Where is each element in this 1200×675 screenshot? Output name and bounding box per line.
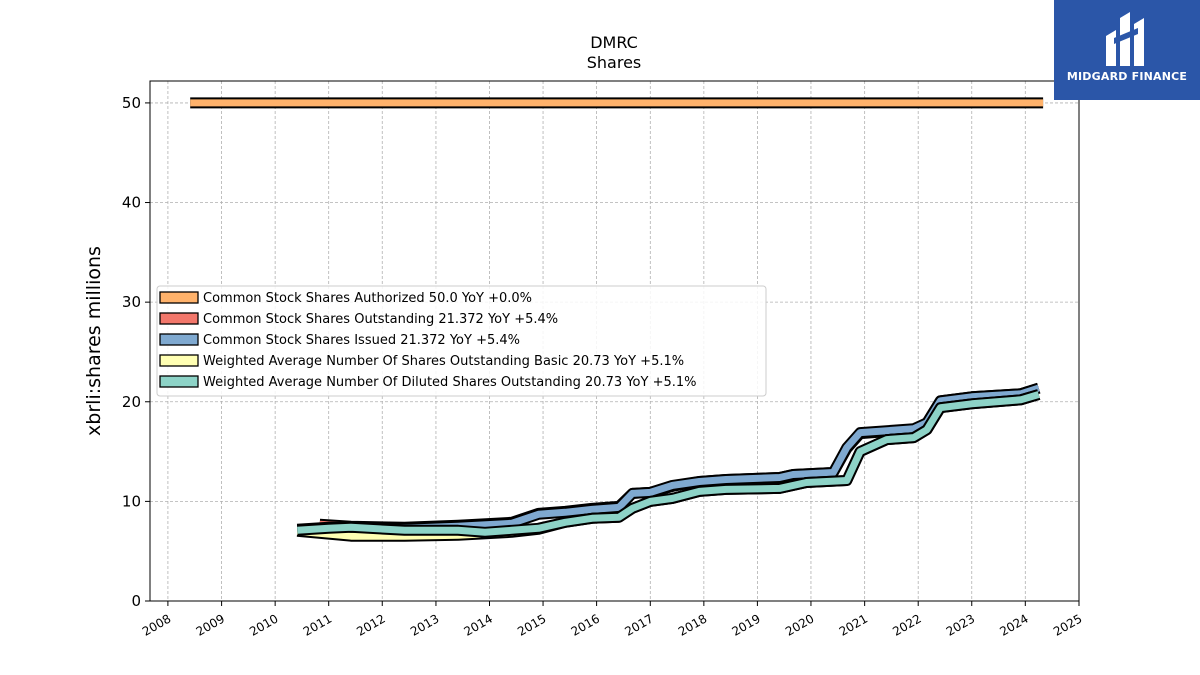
x-tick-label: 2025 xyxy=(1051,611,1084,638)
x-tick-label: 2022 xyxy=(890,611,923,638)
x-tick-label: 2018 xyxy=(676,611,709,638)
legend-swatch xyxy=(159,291,199,304)
y-tick-label: 40 xyxy=(122,194,141,212)
x-tick-label: 2009 xyxy=(194,611,227,638)
brand-logo: MIDGARD FINANCE xyxy=(1054,0,1200,100)
chart-subtitle: Shares xyxy=(587,53,642,72)
series-layer xyxy=(190,97,1044,542)
x-tick-label: 2008 xyxy=(140,611,173,638)
legend-box xyxy=(156,285,767,397)
series-line xyxy=(297,384,1040,533)
y-tick-label: 30 xyxy=(122,293,141,311)
x-tick-label: 2010 xyxy=(247,611,280,638)
legend: Common Stock Shares Authorized 50.0 YoY … xyxy=(156,285,767,397)
legend-label: Weighted Average Number Of Diluted Share… xyxy=(203,375,697,390)
x-tick-label: 2016 xyxy=(569,611,602,638)
x-tick-label: 2023 xyxy=(944,611,977,638)
series-common-stock-shares-issued xyxy=(296,382,1041,535)
y-tick-label: 20 xyxy=(122,393,141,411)
x-tick-label: 2012 xyxy=(354,611,387,638)
brand-name: MIDGARD FINANCE xyxy=(1066,70,1188,83)
x-tick-label: 2011 xyxy=(301,611,334,638)
midgard-logo-icon xyxy=(1106,12,1144,66)
x-tick-label: 2021 xyxy=(837,611,870,638)
x-tick-label: 2013 xyxy=(408,611,441,638)
series-outline xyxy=(296,382,1041,535)
series-line xyxy=(297,391,1040,536)
y-axis-label: xbrli:shares millions xyxy=(83,246,105,436)
plot-frame xyxy=(149,80,1080,602)
legend-swatch xyxy=(159,312,199,325)
legend-label: Common Stock Shares Authorized 50.0 YoY … xyxy=(203,291,532,306)
y-tick-label: 10 xyxy=(122,492,141,510)
x-tick-label: 2015 xyxy=(515,611,548,638)
legend-label: Weighted Average Number Of Shares Outsta… xyxy=(203,354,684,369)
series-weighted-average-number-of-diluted-shares-outstanding xyxy=(296,389,1041,538)
chart-title: DMRC xyxy=(590,33,638,52)
x-tick-label: 2014 xyxy=(462,611,495,638)
x-tick-label: 2017 xyxy=(622,611,655,638)
x-tick-label: 2019 xyxy=(729,611,762,638)
y-tick-label: 50 xyxy=(122,94,141,112)
legend-label: Common Stock Shares Issued 21.372 YoY +5… xyxy=(203,333,520,348)
legend-swatch xyxy=(159,354,199,367)
x-tick-label: 2024 xyxy=(997,611,1030,638)
legend-label: Common Stock Shares Outstanding 21.372 Y… xyxy=(203,312,558,327)
y-tick-label: 0 xyxy=(131,592,141,610)
x-tick-label: 2020 xyxy=(783,611,816,638)
legend-swatch xyxy=(159,375,199,388)
legend-swatch xyxy=(159,333,199,346)
